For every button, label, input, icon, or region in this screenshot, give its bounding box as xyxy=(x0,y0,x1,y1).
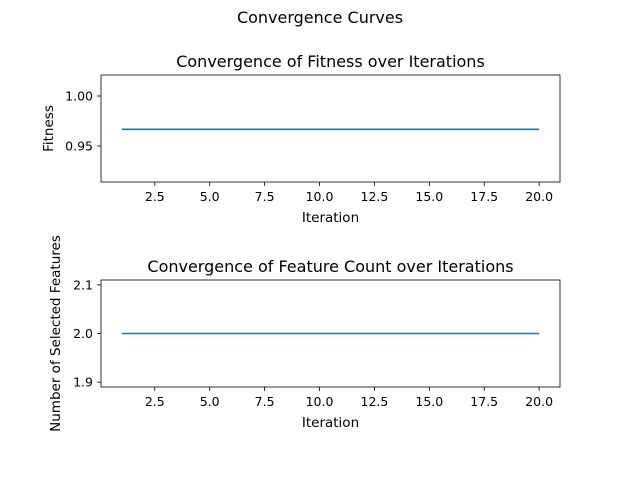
fitness-xtick-label: 2.5 xyxy=(145,189,165,204)
fitness-xtick-label: 12.5 xyxy=(361,189,389,204)
feature-count-ylabel: Number of Selected Features xyxy=(48,235,64,432)
fitness-xtick-label: 20.0 xyxy=(525,189,553,204)
feature-count-xtick-label: 17.5 xyxy=(470,394,498,409)
feature-count-xtick-label: 7.5 xyxy=(255,394,275,409)
feature-count-xtick-label: 20.0 xyxy=(525,394,553,409)
figure-suptitle: Convergence Curves xyxy=(237,8,403,27)
fitness-title: Convergence of Fitness over Iterations xyxy=(176,52,485,71)
feature-count-ytick-label: 2.1 xyxy=(73,277,93,292)
feature-count-xtick-label: 15.0 xyxy=(415,394,443,409)
feature-count-title: Convergence of Feature Count over Iterat… xyxy=(147,257,513,276)
feature-count-ytick-label: 2.0 xyxy=(73,326,93,341)
fitness-xlabel: Iteration xyxy=(302,210,359,226)
feature-count-xtick-label: 12.5 xyxy=(361,394,389,409)
fitness-ylabel: Fitness xyxy=(41,105,57,152)
feature-count-xtick-label: 10.0 xyxy=(306,394,334,409)
feature-count-ytick-label: 1.9 xyxy=(73,375,93,390)
fitness-xtick-label: 5.0 xyxy=(200,189,220,204)
fitness-ytick-label: 1.00 xyxy=(65,89,93,104)
fitness-xtick-label: 10.0 xyxy=(306,189,334,204)
feature-count-xtick-label: 2.5 xyxy=(145,394,165,409)
fitness-xtick-label: 17.5 xyxy=(470,189,498,204)
fitness-xtick-label: 7.5 xyxy=(255,189,275,204)
fitness-plot: Convergence of Fitness over Iterations 2.… xyxy=(41,52,561,226)
feature-count-xlabel: Iteration xyxy=(302,415,359,431)
feature-count-plot: Convergence of Feature Count over Iterat… xyxy=(48,235,561,432)
fitness-ytick-label: 0.95 xyxy=(65,139,93,154)
fitness-xtick-label: 15.0 xyxy=(415,189,443,204)
feature-count-xtick-label: 5.0 xyxy=(200,394,220,409)
